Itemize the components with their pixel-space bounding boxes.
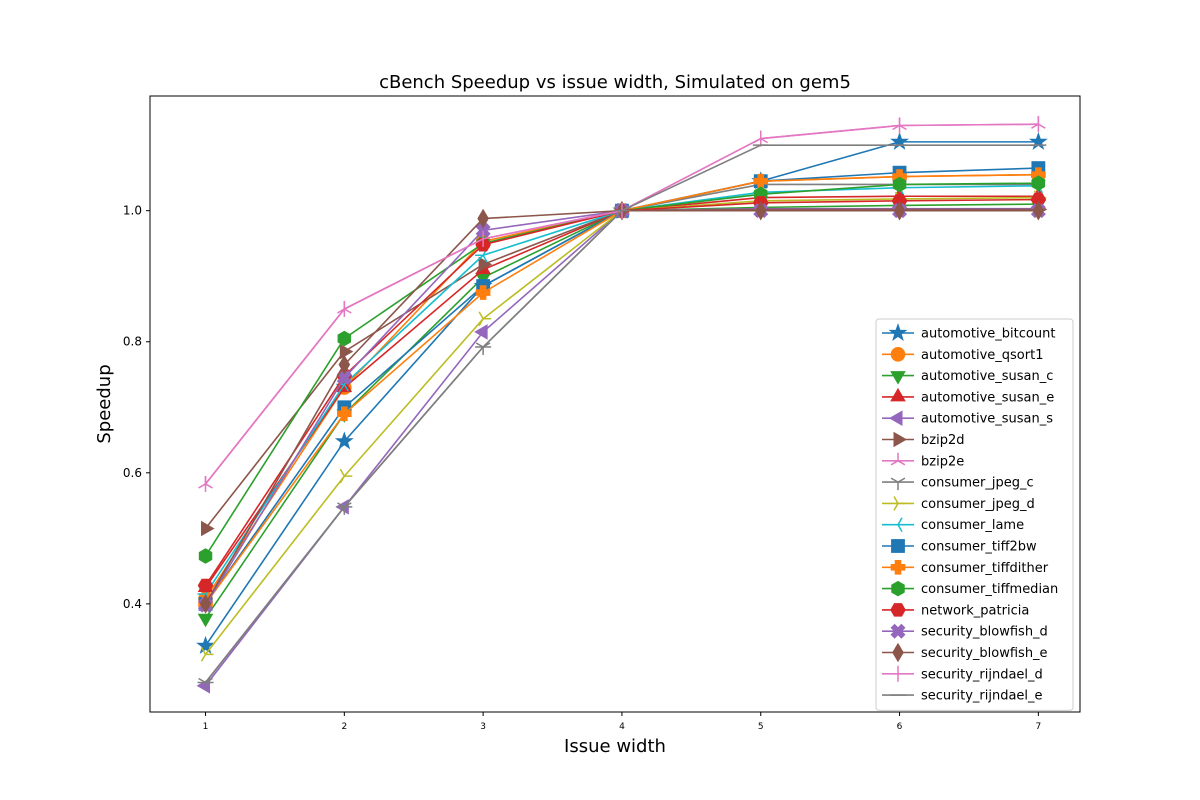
legend-item: consumer_tiff2bw: [882, 539, 1037, 555]
x-tick-label: 5: [758, 722, 764, 732]
legend-item: automotive_susan_s: [882, 410, 1053, 427]
data-point: [339, 343, 354, 360]
data-point: [201, 520, 215, 537]
data-point: [1031, 175, 1046, 191]
legend-label: security_rijndael_e: [921, 689, 1043, 704]
legend-label: automotive_susan_e: [921, 390, 1054, 405]
legend-marker: [890, 347, 906, 362]
data-point: [334, 431, 354, 450]
data-point: [1032, 200, 1045, 221]
legend-item: consumer_tiffdither: [882, 560, 1049, 576]
legend-label: consumer_jpeg_c: [921, 476, 1034, 491]
legend-label: automotive_qsort1: [921, 348, 1043, 363]
legend-box: [875, 318, 1074, 711]
data-point: [475, 285, 491, 300]
legend-marker: [892, 642, 904, 663]
legend-label: automotive_susan_c: [921, 369, 1053, 384]
legend-label: consumer_tiffdither: [921, 561, 1049, 576]
legend-marker: [890, 560, 906, 575]
legend-marker: [893, 496, 906, 511]
x-tick-label: 6: [897, 722, 903, 732]
legend-item: consumer_tiffmedian: [882, 580, 1058, 597]
legend-label: consumer_tiffmedian: [921, 582, 1058, 597]
data-point: [753, 173, 769, 189]
legend-item: security_blowfish_e: [882, 642, 1048, 663]
data-point: [478, 256, 493, 273]
legend-label: automotive_susan_s: [921, 412, 1053, 427]
legend-item: security_rijndael_d: [882, 665, 1043, 682]
legend-marker: [890, 623, 906, 639]
x-axis: 1 2 3 4 5 6 7: [203, 712, 1041, 732]
legend-item: security_blowfish_d: [882, 623, 1048, 640]
legend-item: bzip2d: [882, 431, 964, 448]
y-tick-label: 0.8: [123, 335, 142, 349]
y-axis: 0.4 0.6 0.8 1.0: [123, 204, 150, 611]
legend-item: consumer_lame: [882, 517, 1024, 533]
x-tick-label: 4: [619, 722, 625, 732]
legend-item: consumer_jpeg_c: [882, 476, 1034, 491]
legend-label: network_patricia: [921, 603, 1029, 618]
legend-item: automotive_bitcount: [882, 323, 1055, 342]
data-point: [197, 613, 214, 628]
x-tick-label: 7: [1035, 722, 1041, 732]
legend-marker: [891, 539, 905, 553]
legend-marker: [890, 387, 906, 402]
data-point: [198, 548, 213, 564]
legend-label: consumer_tiff2bw: [921, 540, 1037, 555]
data-point: [477, 208, 489, 229]
axes-frame: [149, 95, 1081, 713]
legend-label: bzip2e: [921, 454, 964, 469]
x-tick-label: 3: [480, 722, 486, 732]
legend-label: security_rijndael_d: [921, 667, 1043, 682]
x-tick-label: 2: [341, 722, 347, 732]
x-axis-label: Issue width: [564, 736, 666, 757]
data-point: [893, 200, 906, 221]
y-tick-label: 0.6: [123, 466, 142, 480]
legend-marker: [890, 517, 903, 533]
data-point: [337, 406, 352, 422]
data-point: [200, 647, 214, 662]
legend-marker: [890, 452, 906, 466]
legend-marker: [890, 477, 906, 491]
data-point: [338, 354, 351, 375]
data-point: [196, 635, 215, 654]
legend-item: bzip2e: [882, 452, 964, 469]
legend-marker: [890, 603, 906, 617]
chart-title: cBench Speedup vs issue width, Simulated…: [379, 72, 851, 93]
legend-marker: [888, 323, 908, 342]
x-tick-label: 1: [203, 722, 209, 732]
legend-label: security_blowfish_e: [921, 646, 1048, 661]
legend-label: bzip2d: [921, 433, 964, 448]
y-axis-label: Speedup: [94, 364, 115, 443]
legend-label: consumer_lame: [921, 518, 1024, 533]
legend-item: consumer_jpeg_d: [882, 496, 1035, 512]
legend: automotive_bitcount automotive_qsort1auto…: [875, 318, 1074, 711]
legend-item: security_rijndael_e: [882, 689, 1043, 704]
series-security_rijndael_e: [197, 144, 1047, 684]
data-point: [478, 311, 492, 327]
legend-marker: [891, 580, 905, 597]
legend-item: automotive_susan_e: [882, 387, 1054, 405]
legend-marker: [889, 410, 903, 426]
legend-marker: [890, 371, 906, 385]
legend-label: automotive_bitcount: [921, 327, 1055, 342]
legend-marker: [893, 431, 907, 448]
data-point: [474, 324, 488, 340]
data-point: [197, 578, 214, 593]
data-point: [754, 200, 767, 221]
data-point: [339, 468, 353, 484]
legend-item: network_patricia: [882, 603, 1029, 618]
data-point: [199, 594, 212, 614]
legend-label: consumer_jpeg_d: [921, 497, 1035, 512]
data-point: [892, 176, 907, 193]
legend-label: security_blowfish_d: [921, 625, 1048, 640]
legend-item: automotive_qsort1: [882, 347, 1043, 363]
y-tick-label: 1.0: [123, 204, 142, 218]
data-point: [337, 330, 352, 347]
y-tick-label: 0.4: [123, 597, 142, 611]
series-layer: [196, 116, 1048, 694]
legend-item: automotive_susan_c: [882, 369, 1053, 385]
